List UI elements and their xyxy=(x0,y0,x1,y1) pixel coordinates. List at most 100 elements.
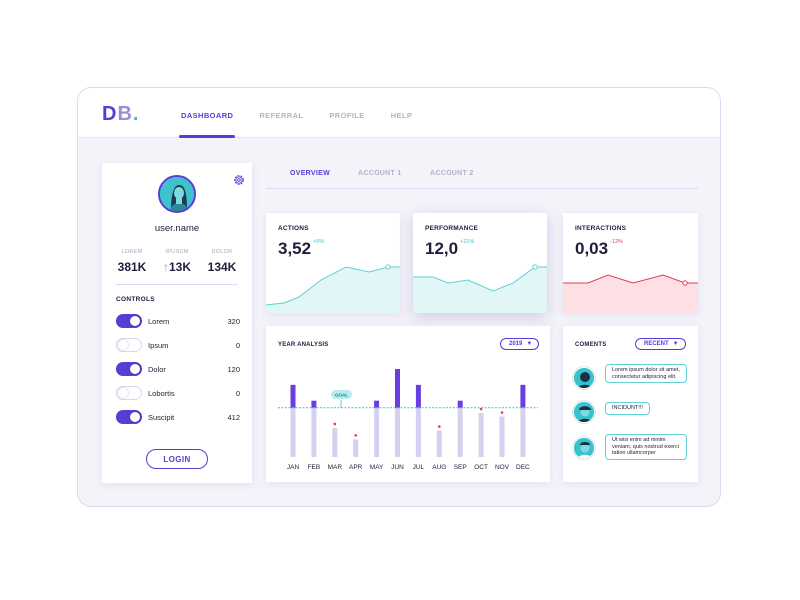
card-title: YEAR ANALYSIS xyxy=(278,342,329,348)
stat-label: IPUSUM xyxy=(165,249,189,255)
bar-sep[interactable] xyxy=(457,400,463,408)
metric-title: INTERACTIONS xyxy=(575,225,627,232)
tab-account-1[interactable]: ACCOUNT 1 xyxy=(358,170,402,177)
bar-base-jan[interactable] xyxy=(290,407,296,457)
profile-stats: LOREM 381K IPUSUM ↑13K DOLOR 134K xyxy=(112,249,242,274)
stat-value: 381K xyxy=(117,260,147,274)
dropdown-triangle-icon: ▼ xyxy=(672,341,679,347)
bar-apr[interactable] xyxy=(353,439,359,457)
top-bar: DB. DASHBOARD REFERRAL PROFILE HELP xyxy=(78,88,720,138)
stat-label: DOLOR xyxy=(211,249,233,255)
bar-base-sep[interactable] xyxy=(457,407,463,457)
nav-tab-profile[interactable]: PROFILE xyxy=(329,111,365,120)
bar-nov[interactable] xyxy=(499,416,505,457)
bar-jan[interactable] xyxy=(290,384,296,408)
metric-delta: -12% xyxy=(610,239,623,245)
stat-ipusum: IPUSUM ↑13K xyxy=(157,249,197,274)
x-tick-label: APR xyxy=(349,464,363,471)
comment-item[interactable]: Ut wisi enim ad minim veniam, quis nostr… xyxy=(573,434,691,460)
bar-oct[interactable] xyxy=(478,413,484,457)
toggle-dolor[interactable] xyxy=(116,362,142,376)
sparkline-point xyxy=(385,264,391,270)
sparkline-fill xyxy=(563,275,698,313)
user-avatar-icon xyxy=(574,438,594,458)
x-tick-label: DEC xyxy=(516,464,530,471)
below-goal-marker xyxy=(438,425,441,428)
metric-value: 0,03 -12% xyxy=(575,239,623,258)
x-tick-label: MAY xyxy=(370,464,384,471)
nav-tab-help[interactable]: HELP xyxy=(390,111,413,120)
toggle-suscipit[interactable] xyxy=(116,410,142,424)
control-name: Lobortis xyxy=(148,389,175,398)
control-name: Lorem xyxy=(148,317,170,326)
toggle-knob xyxy=(118,388,128,398)
username: user.name xyxy=(154,223,200,234)
avatar[interactable] xyxy=(158,175,196,213)
sparkline-performance xyxy=(413,264,547,313)
sparkline-actions xyxy=(266,264,400,313)
x-tick-label: SEP xyxy=(454,464,467,471)
bar-aug[interactable] xyxy=(436,430,442,457)
bar-base-dec[interactable] xyxy=(520,407,526,457)
bar-feb[interactable] xyxy=(311,400,317,408)
x-tick-label: AUG xyxy=(432,464,446,471)
tab-account-2[interactable]: ACCOUNT 2 xyxy=(430,170,474,177)
year-select[interactable]: 2019 ▼ xyxy=(500,338,540,350)
gear-icon[interactable] xyxy=(232,173,246,187)
year-analysis-card: JAN FEB MAR APR MAY JUN JUL AUG SEP OCT NOV DEC GOAL… xyxy=(266,326,550,482)
bar-base-jul[interactable] xyxy=(415,407,421,457)
user-avatar-icon xyxy=(574,402,594,422)
x-tick-label: JAN xyxy=(287,464,300,471)
bar-base-may[interactable] xyxy=(374,407,380,457)
nav-tab-dashboard[interactable]: DASHBOARD xyxy=(178,88,236,138)
control-lobortis: Lobortis 0 xyxy=(116,386,240,400)
nav-tab-referral[interactable]: REFERRAL xyxy=(259,111,304,120)
bar-base-jun[interactable] xyxy=(395,407,400,457)
toggle-lobortis[interactable] xyxy=(116,386,142,400)
control-value: 320 xyxy=(227,317,240,326)
bar-dec[interactable] xyxy=(520,384,526,408)
bar-jul[interactable] xyxy=(415,384,421,408)
metric-delta: +5% xyxy=(313,239,325,245)
stat-lorem: LOREM 381K xyxy=(112,249,152,274)
commenter-avatar xyxy=(573,401,595,423)
toggle-lorem[interactable] xyxy=(116,314,142,328)
comment-item[interactable]: INCIDUNT!!! xyxy=(573,398,691,424)
metric-title: PERFORMANCE xyxy=(425,225,479,232)
sparkline-point xyxy=(682,280,688,286)
comments-filter-select[interactable]: RECENT ▼ xyxy=(635,338,686,350)
toggle-knob xyxy=(130,412,140,422)
goal-label: GOAL xyxy=(335,393,348,398)
metric-title: ACTIONS xyxy=(278,225,309,232)
arrow-up-icon: ↑ xyxy=(162,260,169,274)
bar-mar[interactable] xyxy=(332,427,338,457)
control-name: Suscipit xyxy=(148,413,175,422)
x-tick-label: FEB xyxy=(308,464,321,471)
bar-may[interactable] xyxy=(374,400,380,408)
toggle-ipsum[interactable] xyxy=(116,338,142,352)
toggle-knob xyxy=(130,364,140,374)
year-analysis-chart: JAN FEB MAR APR MAY JUN JUL AUG SEP OCT NOV DEC GOAL xyxy=(278,369,538,471)
control-value: 0 xyxy=(235,389,240,398)
metric-card-actions: ACTIONS 3,52 +5% xyxy=(266,213,400,313)
sparkline-fill xyxy=(266,267,400,313)
stat-label: LOREM xyxy=(121,249,143,255)
tab-overview[interactable]: OVERVIEW xyxy=(290,170,331,177)
profile-card: user.name LOREM 381K IPUSUM ↑13K DOLOR 1… xyxy=(102,163,252,483)
bar-jun[interactable] xyxy=(395,369,400,408)
x-tick-label: OCT xyxy=(474,464,488,471)
x-tick-label: NOV xyxy=(495,464,510,471)
comments-card: COMENTS RECENT ▼ Lorem ipsum dolor sit am… xyxy=(563,326,698,482)
divider xyxy=(116,284,238,285)
bar-base-feb[interactable] xyxy=(311,407,317,457)
stat-value: 134K xyxy=(207,260,237,274)
stat-value: 13K xyxy=(168,260,191,274)
comment-bubble: INCIDUNT!!! xyxy=(605,402,650,415)
logo: DB. xyxy=(102,103,140,125)
comment-item[interactable]: Lorem ipsum dolor sit amet, consectetur … xyxy=(573,364,691,390)
dropdown-triangle-icon: ▼ xyxy=(526,341,533,347)
goal-badge xyxy=(331,390,352,399)
control-ipsum: Ipsum 0 xyxy=(116,338,240,352)
login-button[interactable]: LOGIN xyxy=(146,449,208,469)
controls-title: CONTROLS xyxy=(116,296,155,303)
